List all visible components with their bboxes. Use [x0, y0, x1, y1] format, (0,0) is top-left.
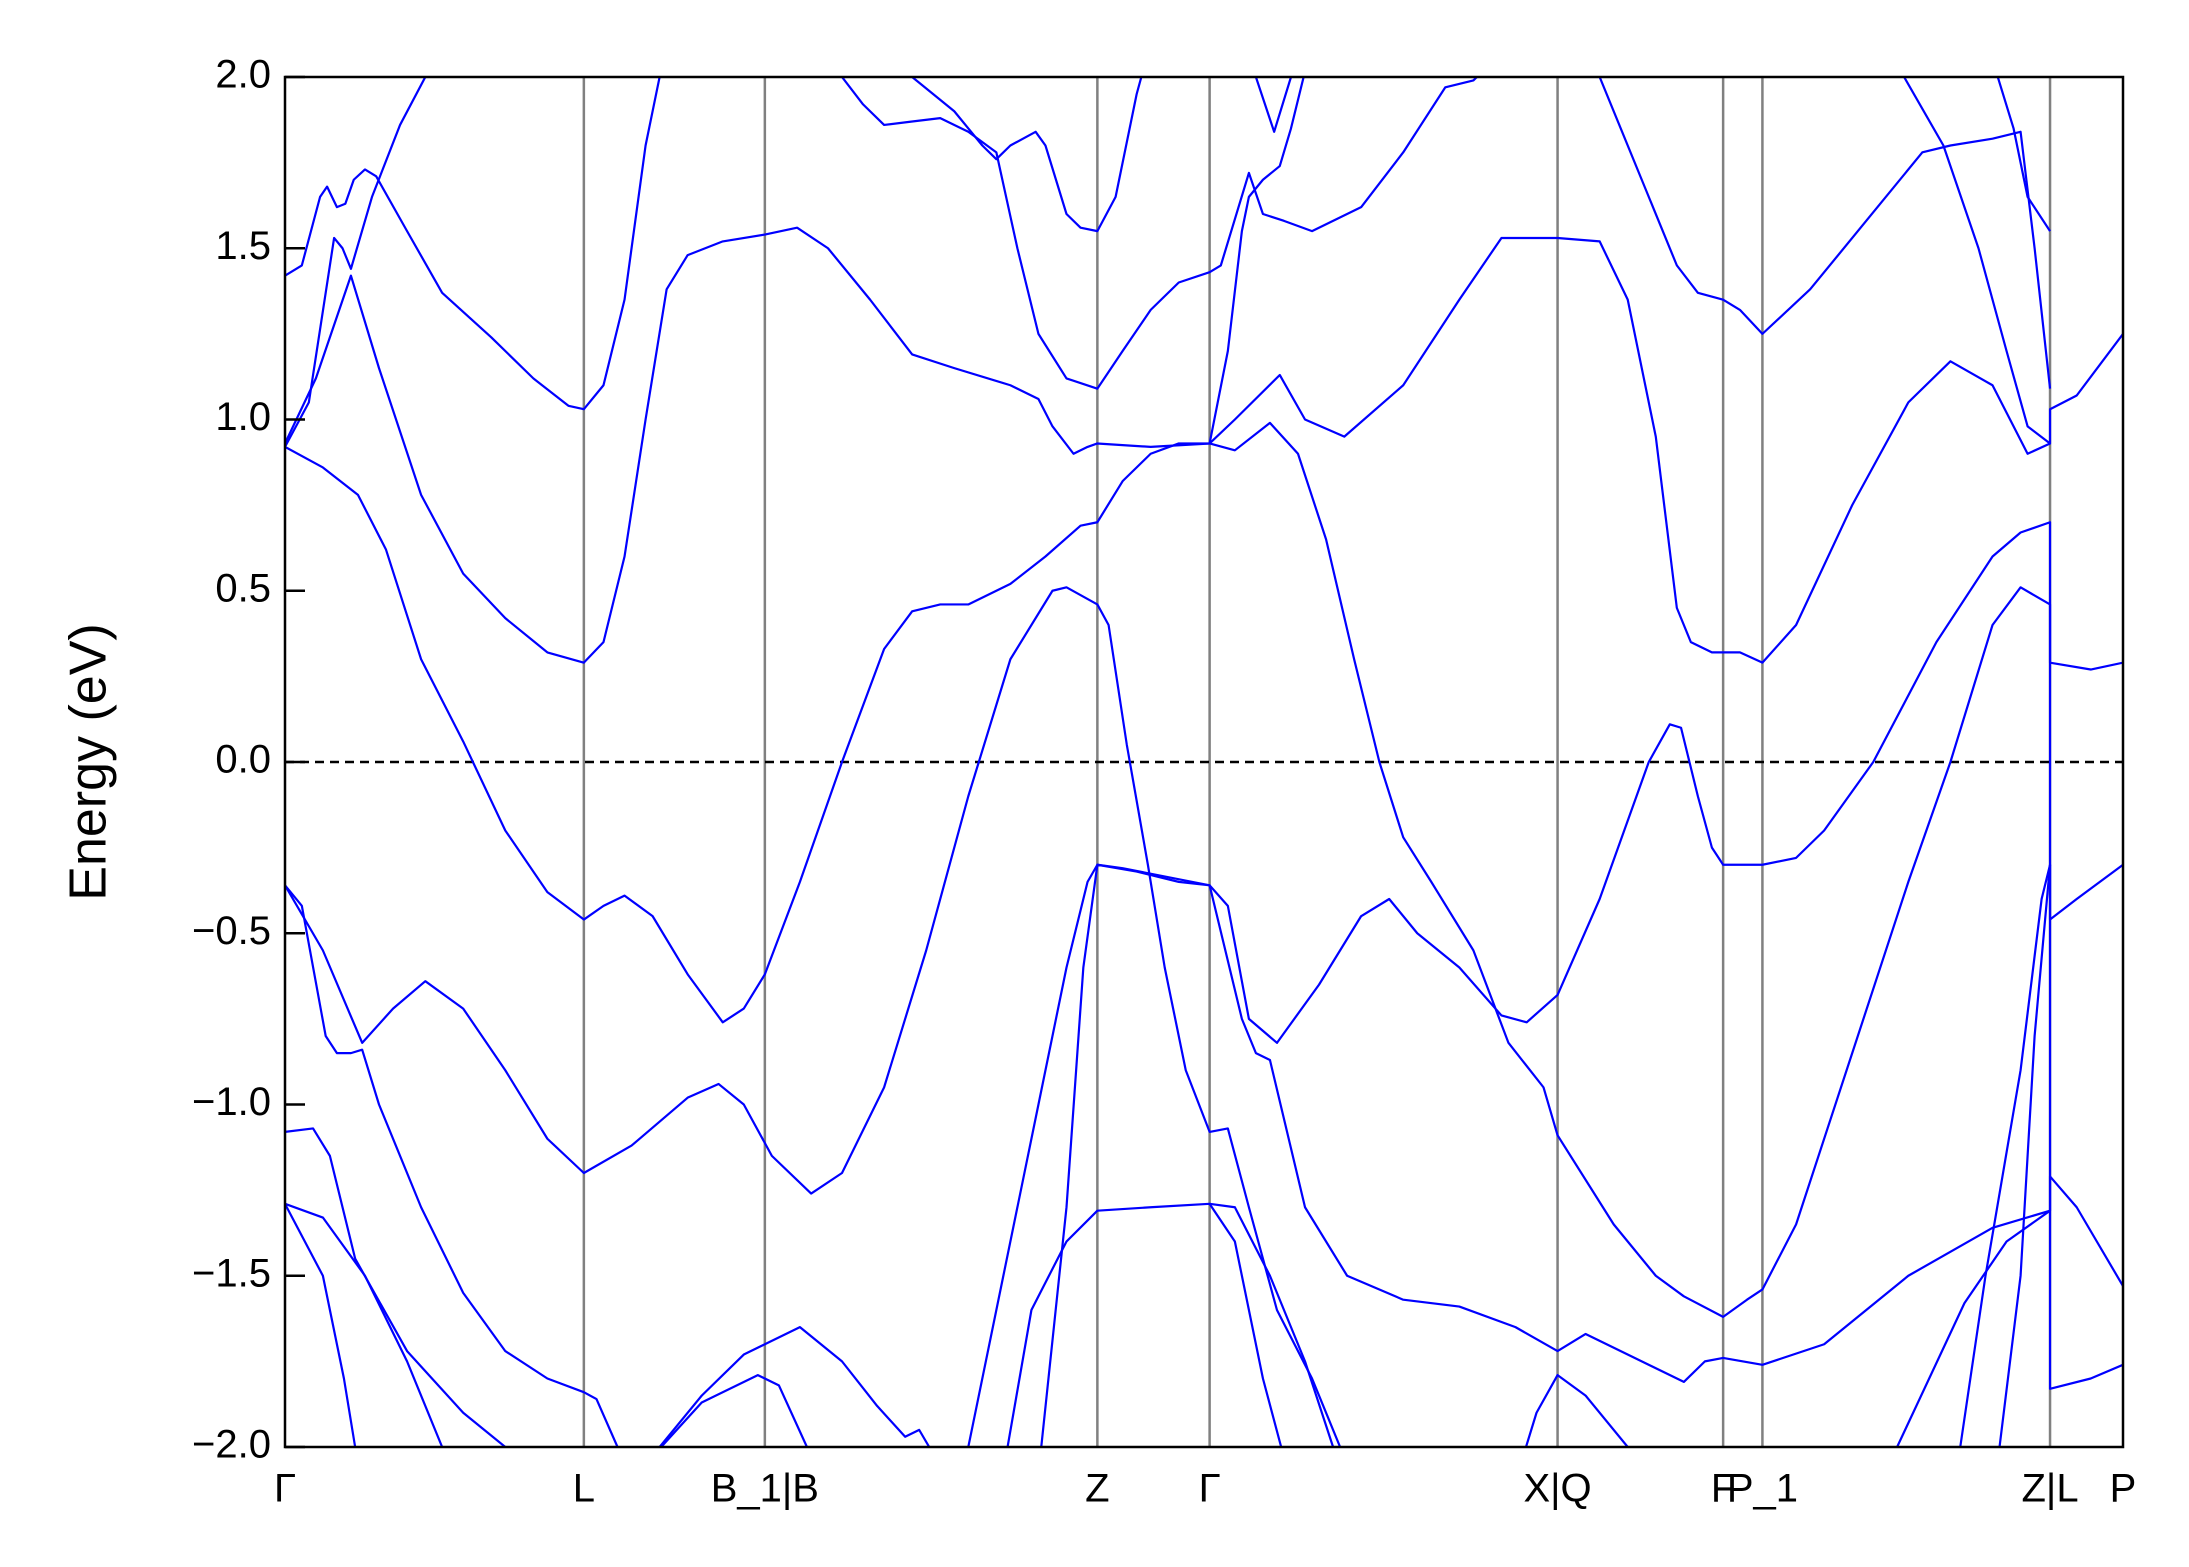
- band-line: [1524, 1373, 1630, 1447]
- x-tick-label: B_1|B: [711, 1467, 819, 1511]
- x-tick-label: P: [2110, 1467, 2137, 1511]
- band-line: [841, 77, 1479, 390]
- band-line: [285, 1202, 444, 1447]
- y-tick-label: −2.0: [192, 1423, 271, 1467]
- x-tick-label: F: [1711, 1467, 1735, 1511]
- x-tick-label: Z: [1085, 1467, 1109, 1511]
- band-line: [285, 586, 1342, 1447]
- y-tick-label: −1.0: [192, 1080, 271, 1124]
- y-tick-label: −0.5: [192, 909, 271, 953]
- band-layer: [285, 77, 2123, 1447]
- x-tick-label: P_1: [1727, 1467, 1798, 1511]
- band-line: [1998, 864, 2052, 1447]
- band-line: [1996, 77, 2051, 232]
- band-line: [658, 1326, 931, 1447]
- band-line: [911, 77, 1143, 233]
- y-tick-label: 1.0: [215, 395, 271, 439]
- x-tick-label: L: [573, 1467, 595, 1511]
- band-line: [285, 1127, 507, 1447]
- x-tick-label: X|Q: [1523, 1467, 1591, 1511]
- tick-layer: −2.0 −1.5 −1.0 −0.5 0.0 0.5 1.0 1.5 2.0 Γ L B_1|B Z Γ…: [192, 53, 2136, 1511]
- grid-layer: [285, 77, 2123, 1447]
- x-tick-label: Γ: [1199, 1467, 1221, 1511]
- band-line: [285, 884, 619, 1447]
- band-line: [285, 77, 427, 448]
- band-line: [1040, 863, 2123, 1447]
- band-line: [285, 226, 2123, 664]
- band-line: [659, 1373, 809, 1447]
- y-tick-label: 0.5: [215, 566, 271, 610]
- band-line: [285, 77, 661, 411]
- band-line: [285, 1203, 357, 1447]
- y-tick-label: 2.0: [215, 53, 271, 97]
- y-axis-label: Energy (eV): [60, 623, 118, 900]
- y-tick-label: 0.0: [215, 738, 271, 782]
- band-line: [1959, 863, 2123, 1447]
- x-tick-label: Z|L: [2022, 1467, 2079, 1511]
- band-line: [1598, 77, 2052, 389]
- band-line: [1208, 1203, 1283, 1447]
- y-tick-label: 1.5: [215, 224, 271, 268]
- band-line: [1254, 77, 1293, 133]
- x-tick-label: Γ: [274, 1467, 296, 1511]
- y-tick-label: −1.5: [192, 1251, 271, 1295]
- band-line: [1208, 77, 1305, 444]
- band-line: [285, 421, 2123, 1318]
- band-line: [1903, 77, 2051, 445]
